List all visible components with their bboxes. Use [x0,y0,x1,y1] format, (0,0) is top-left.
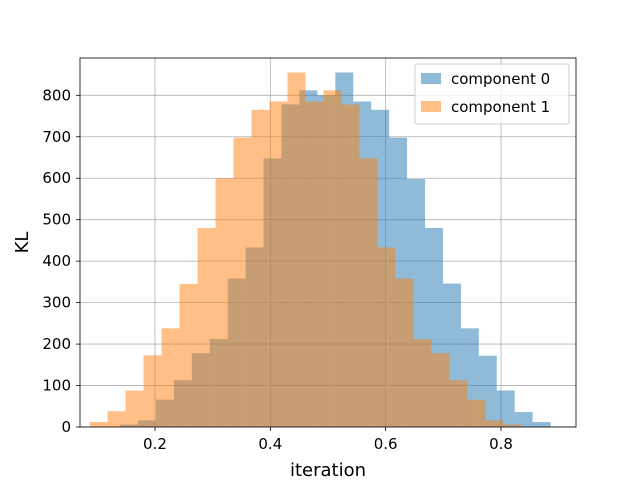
bar-series-1-bin-10 [269,101,288,428]
bar-series-1-bin-11 [287,72,306,428]
legend-box [414,63,570,125]
bar-series-1-bin-20 [449,380,468,427]
bar-series-1-bin-13 [323,90,342,427]
y-tick-label-1: 100 [42,377,71,395]
legend: component 0 component 1 [414,63,570,125]
x-axis-label: iteration [290,460,366,480]
axis-ticks: 0.2 0.4 0.6 0.8 0 100 200 300 400 500 600 700 800 [42,86,513,453]
bar-series-1-bin-22 [485,420,504,427]
bar-series-1-bin-9 [251,109,270,428]
bar-series-1-bin-3 [143,355,162,427]
bar-series-1-bin-7 [215,178,234,427]
bar-series-1-bin-4 [161,328,180,427]
bar-series-1-bin-5 [179,283,198,427]
legend-swatch-component-1 [421,101,441,112]
bar-series-1-bin-17 [395,278,414,427]
legend-swatch-component-0 [421,73,441,84]
y-axis-label: KL [12,232,33,254]
x-tick-label-2: 0.6 [374,435,398,453]
y-tick-label-5: 500 [42,211,71,229]
bar-series-1-bin-19 [431,353,450,427]
x-tick-label-1: 0.4 [258,435,282,453]
bar-series-0-bin-21 [496,390,515,427]
histogram-bars [89,72,551,428]
y-tick-label-6: 600 [42,169,71,187]
bar-series-1-bin-23 [503,424,522,427]
y-tick-label-7: 700 [42,128,71,146]
bar-series-1-bin-1 [107,411,126,427]
bar-series-1-bin-6 [197,227,216,427]
bar-series-1-bin-8 [233,137,252,427]
bar-series-1-bin-2 [125,390,144,427]
y-tick-label-2: 200 [42,335,71,353]
bar-series-1-bin-21 [467,399,486,427]
x-tick-label-0: 0.2 [143,435,167,453]
bar-series-1-bin-18 [413,339,432,427]
bar-series-0-bin-22 [514,412,533,427]
bar-series-1-bin-15 [359,158,378,427]
plot-frame [79,57,577,428]
bar-series-1-bin-16 [377,247,396,427]
bar-series-0-bin-23 [532,422,551,427]
y-tick-label-4: 400 [42,252,71,270]
legend-label-component-0: component 0 [451,70,550,88]
legend-label-component-1: component 1 [451,98,550,116]
x-tick-label-3: 0.8 [489,435,513,453]
bar-series-1-bin-14 [341,104,360,428]
bar-series-1-bin-12 [305,101,324,428]
y-tick-label-0: 0 [61,418,71,436]
y-tick-label-8: 800 [42,86,71,104]
y-tick-label-3: 300 [42,294,71,312]
bar-series-1-bin-0 [89,422,108,427]
